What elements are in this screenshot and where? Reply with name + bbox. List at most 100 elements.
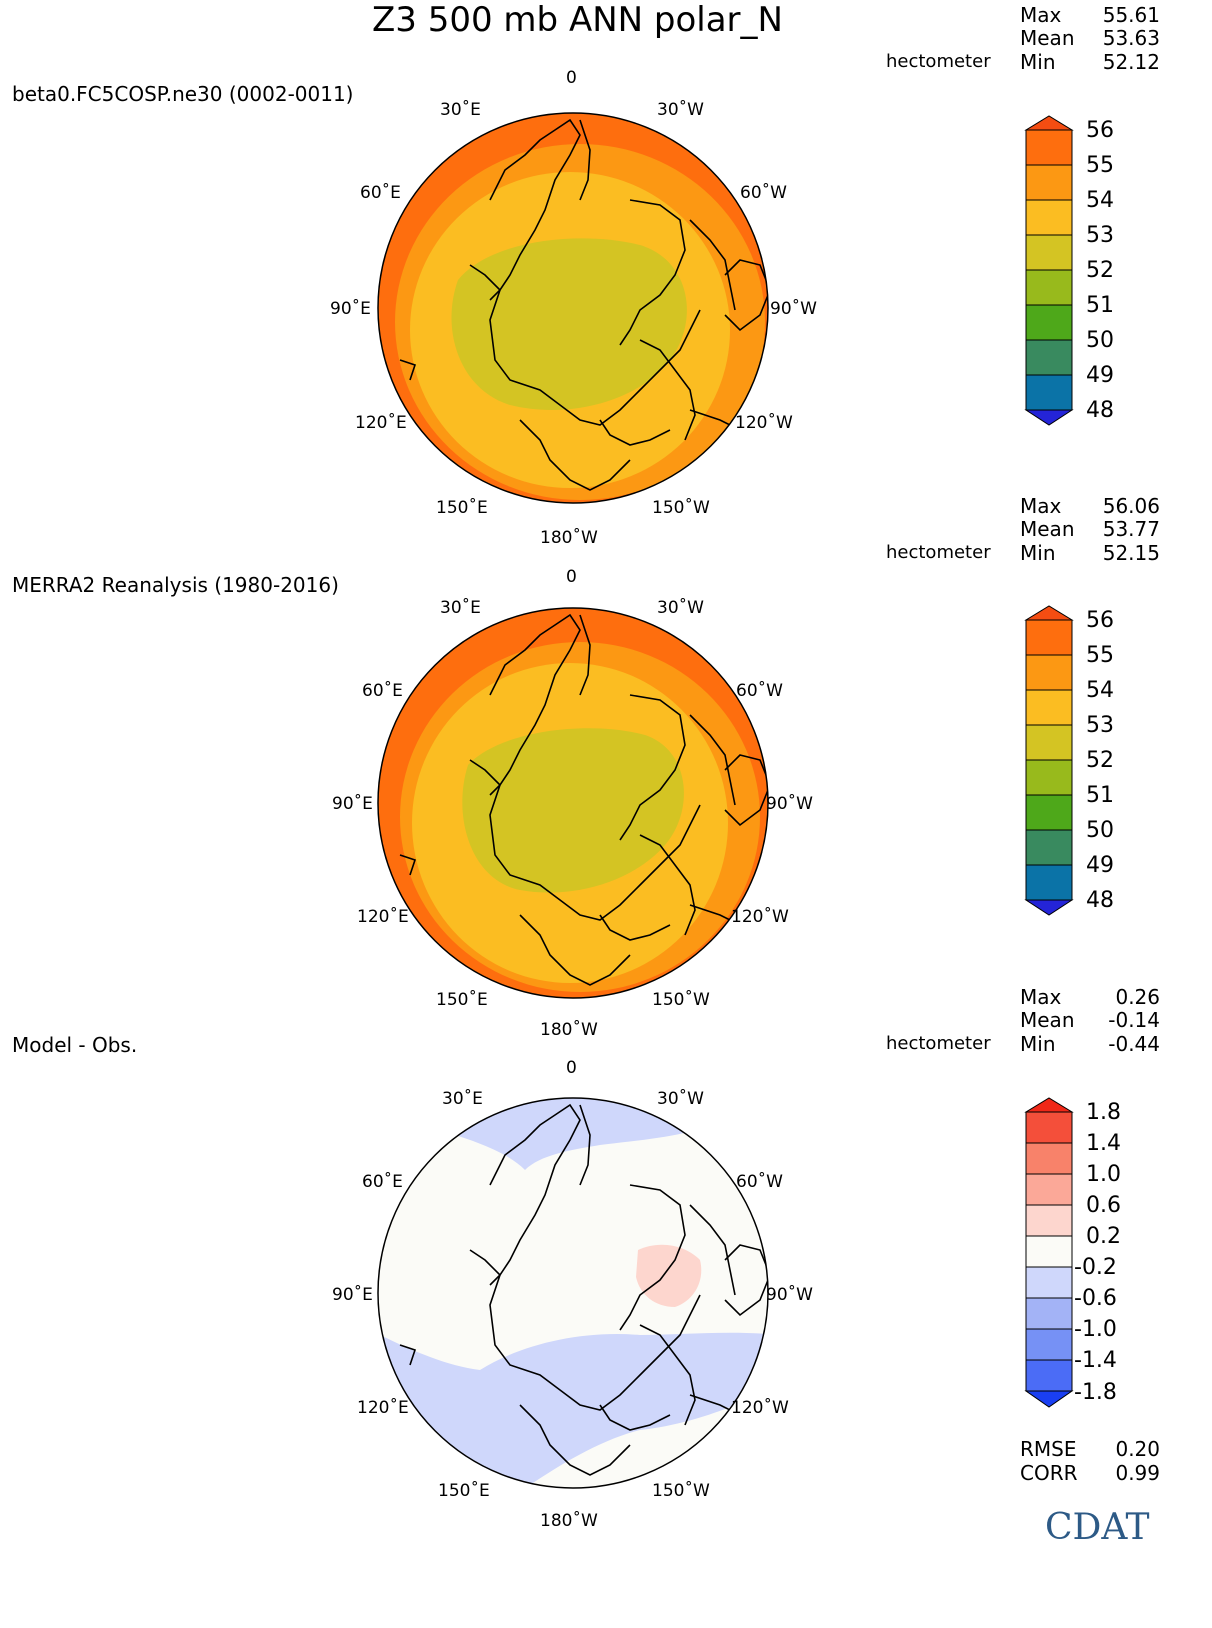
colorbar-model — [1024, 115, 1074, 426]
cbar-label: 54 — [1086, 188, 1114, 213]
units-label: hectometer — [886, 1033, 991, 1054]
lon-label-60e: 60˚E — [362, 681, 403, 701]
units-label: hectometer — [886, 51, 991, 72]
lon-label-120w: 120˚W — [731, 1398, 789, 1418]
lon-label-30w: 30˚W — [657, 100, 704, 120]
cbar-under-arrow — [1024, 1390, 1074, 1408]
cbar-label: 1.0 — [1086, 1162, 1121, 1187]
cbar-label: 50 — [1086, 818, 1114, 843]
band-negative-bottom — [378, 1325, 768, 1485]
lon-label-180w: 180˚W — [540, 1511, 598, 1531]
cbar-label: 48 — [1086, 398, 1114, 423]
cbar-label: 54 — [1086, 678, 1114, 703]
stat-max-label: Max — [1020, 985, 1062, 1009]
stat-min-label: Min — [1020, 1032, 1056, 1056]
cbar-under-arrow — [1024, 409, 1074, 426]
stat-mean-label: Mean — [1020, 26, 1075, 50]
cbar-over-arrow — [1024, 115, 1074, 131]
lon-label-120e: 120˚E — [357, 907, 409, 927]
lon-label-150w: 150˚W — [652, 1481, 710, 1501]
stat-max-value: 56.06 — [1102, 494, 1160, 518]
lon-label-180w: 180˚W — [540, 1020, 598, 1040]
lon-label-60w: 60˚W — [736, 681, 783, 701]
stat-mean-value: -0.14 — [1108, 1008, 1160, 1032]
cbar-label: 50 — [1086, 328, 1114, 353]
lon-label-90e: 90˚E — [332, 794, 373, 814]
cbar-segment — [1025, 1328, 1073, 1361]
cbar-label: 1.4 — [1086, 1131, 1121, 1156]
cbar-segment — [1025, 339, 1073, 376]
cbar-label: 55 — [1086, 643, 1114, 668]
stat-mean-value: 53.63 — [1102, 26, 1160, 50]
lon-label-90w: 90˚W — [770, 299, 817, 319]
cbar-segment — [1025, 724, 1073, 761]
lon-label-30e: 30˚E — [440, 598, 481, 618]
lon-label-30w: 30˚W — [657, 1089, 704, 1109]
lon-label-150w: 150˚W — [652, 498, 710, 518]
cbar-label: -1.4 — [1074, 1348, 1117, 1373]
cbar-segment — [1025, 1359, 1073, 1392]
stat-min-value: 52.12 — [1102, 50, 1160, 74]
cbar-segment — [1025, 129, 1073, 166]
cbar-label: 52 — [1086, 748, 1114, 773]
stat-min-value: 52.15 — [1102, 541, 1160, 565]
cdat-logo: CDAT — [1045, 1507, 1149, 1548]
lon-label-0: 0 — [566, 567, 577, 587]
stat-max-label: Max — [1020, 494, 1062, 518]
cbar-label: -1.0 — [1074, 1317, 1117, 1342]
cbar-label: 49 — [1086, 853, 1114, 878]
band-1 — [451, 238, 687, 410]
colorbar-diff — [1024, 1097, 1074, 1408]
lon-label-120e: 120˚E — [357, 1398, 409, 1418]
lon-label-120e: 120˚E — [355, 413, 407, 433]
rmse-value: 0.20 — [1115, 1437, 1160, 1461]
cbar-label: 53 — [1086, 713, 1114, 738]
cbar-label: 56 — [1086, 118, 1114, 143]
corr-label: CORR — [1020, 1461, 1078, 1485]
lon-label-30e: 30˚E — [442, 1089, 483, 1109]
cbar-segment — [1025, 1142, 1073, 1175]
cbar-segment — [1025, 1111, 1073, 1144]
cbar-label: 51 — [1086, 783, 1114, 808]
lon-label-60w: 60˚W — [740, 183, 787, 203]
stat-max-value: 0.26 — [1115, 985, 1160, 1009]
lon-label-0: 0 — [566, 68, 577, 88]
stat-mean-label: Mean — [1020, 1008, 1075, 1032]
cbar-segment — [1025, 1173, 1073, 1206]
lon-label-150e: 150˚E — [436, 990, 488, 1010]
polar-map-model — [377, 112, 769, 504]
figure-title: Z3 500 mb ANN polar_N — [372, 0, 783, 40]
cbar-segment — [1025, 164, 1073, 201]
cbar-over-arrow — [1024, 605, 1074, 621]
lon-label-90w: 90˚W — [766, 794, 813, 814]
cbar-segment — [1025, 829, 1073, 866]
cbar-segment — [1025, 759, 1073, 796]
panel-label: MERRA2 Reanalysis (1980-2016) — [12, 573, 339, 597]
cbar-segment — [1025, 374, 1073, 411]
cbar-label: 55 — [1086, 153, 1114, 178]
cbar-segment — [1025, 199, 1073, 236]
cbar-segment — [1025, 1235, 1073, 1268]
polar-map-diff — [377, 1097, 769, 1489]
lon-label-90e: 90˚E — [332, 1285, 373, 1305]
cbar-label: 52 — [1086, 258, 1114, 283]
lon-label-30w: 30˚W — [657, 598, 704, 618]
cbar-segment — [1025, 689, 1073, 726]
units-label: hectometer — [886, 542, 991, 563]
cbar-segment — [1025, 269, 1073, 306]
lon-label-60e: 60˚E — [360, 183, 401, 203]
cbar-label: 53 — [1086, 223, 1114, 248]
cbar-label: -0.2 — [1074, 1255, 1117, 1280]
corr-value: 0.99 — [1115, 1461, 1160, 1485]
colorbar-obs — [1024, 605, 1074, 916]
cbar-label: 0.2 — [1086, 1224, 1121, 1249]
lon-label-150w: 150˚W — [652, 990, 710, 1010]
rmse-label: RMSE — [1020, 1437, 1077, 1461]
lon-label-60e: 60˚E — [362, 1172, 403, 1192]
cbar-segment — [1025, 1266, 1073, 1299]
cbar-label: 49 — [1086, 363, 1114, 388]
lon-label-120w: 120˚W — [731, 907, 789, 927]
band-positive — [636, 1244, 702, 1307]
lon-label-90w: 90˚W — [766, 1285, 813, 1305]
lon-label-180w: 180˚W — [540, 528, 598, 548]
